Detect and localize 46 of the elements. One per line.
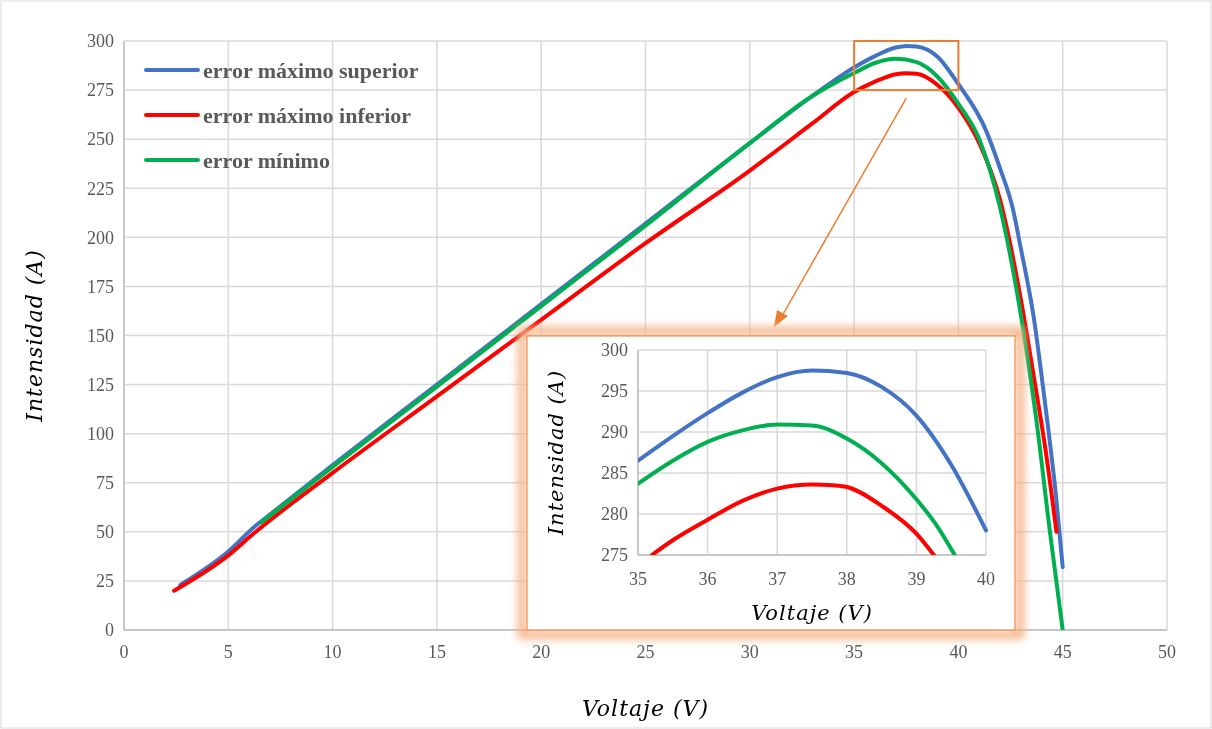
x-tick-label: 50: [1158, 642, 1176, 662]
y-axis-title: Intensidad (A): [22, 249, 47, 423]
x-tick-label: 10: [323, 642, 342, 662]
x-tick-label: 40: [977, 569, 995, 589]
y-tick-label: 0: [105, 620, 114, 641]
line-series: [259, 56, 1065, 630]
y-tick-label: 290: [601, 422, 628, 443]
x-tick-label: 38: [837, 569, 856, 589]
y-tick-label: 75: [96, 473, 114, 494]
x-tick-label: 35: [629, 569, 647, 589]
x-axis-title: Voltaje (V): [751, 601, 873, 625]
y-tick-label: 175: [87, 276, 114, 297]
x-axis-title: Voltaje (V): [582, 696, 709, 721]
y-tick-label: 300: [87, 31, 114, 52]
y-tick-label: 150: [87, 325, 114, 346]
line-series: [638, 422, 957, 555]
y-tick-label: 280: [601, 504, 628, 525]
x-tick-label: 30: [740, 642, 759, 662]
y-tick-label: 285: [601, 463, 628, 484]
y-tick-label: 200: [87, 227, 114, 248]
y-axis-title: Intensidad (A): [544, 369, 568, 537]
x-tick-label: 37: [768, 569, 787, 589]
x-tick-label: 45: [1053, 642, 1072, 662]
line-series: [638, 368, 988, 533]
x-tick-label: 20: [532, 642, 551, 662]
y-tick-label: 100: [87, 423, 114, 444]
y-tick-label: 125: [87, 374, 114, 395]
y-tick-label: 250: [87, 129, 114, 150]
y-tick-label: 275: [601, 545, 628, 566]
legend-label: error máximo inferior: [203, 102, 412, 128]
y-tick-label: 300: [601, 340, 628, 361]
y-tick-label: 50: [96, 522, 114, 543]
legend-label: error máximo superior: [203, 57, 419, 83]
x-tick-label: 0: [119, 642, 129, 662]
legend-label: error mínimo: [203, 147, 330, 173]
y-tick-label: 295: [601, 381, 628, 402]
y-tick-label: 275: [87, 80, 114, 101]
x-tick-label: 5: [223, 642, 233, 662]
x-tick-label: 36: [698, 569, 717, 589]
x-tick-label: 35: [845, 642, 864, 662]
x-tick-label: 15: [427, 642, 446, 662]
x-tick-label: 40: [949, 642, 968, 662]
x-tick-label: 25: [636, 642, 655, 662]
x-tick-label: 39: [907, 569, 926, 589]
line-series: [649, 482, 936, 555]
y-tick-label: 225: [87, 178, 114, 199]
